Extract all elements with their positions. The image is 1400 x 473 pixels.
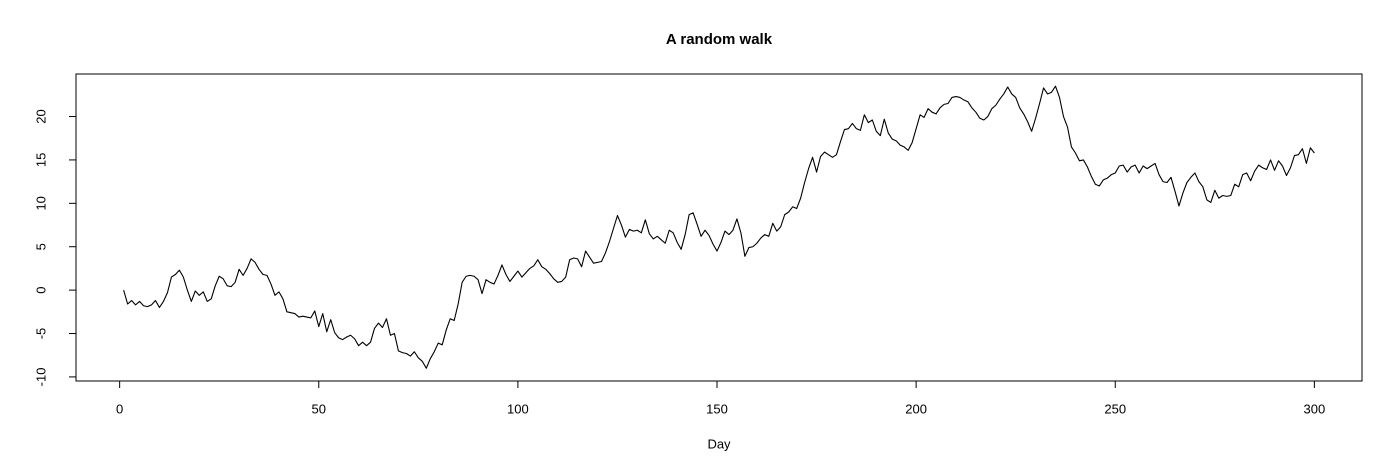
y-tick-label: 15 — [33, 153, 48, 167]
y-tick-label: -10 — [33, 368, 48, 387]
x-tick-label: 100 — [507, 401, 529, 416]
y-tick-label: 10 — [33, 196, 48, 210]
data-line — [123, 85, 1315, 369]
x-tick-label: 200 — [905, 401, 927, 416]
y-tick-label: 5 — [33, 243, 48, 250]
x-tick-label: 150 — [706, 401, 728, 416]
x-tick-label: 300 — [1304, 401, 1326, 416]
y-tick-label: 20 — [33, 109, 48, 123]
x-axis-label: Day — [707, 436, 731, 451]
y-tick-label: -5 — [33, 328, 48, 340]
chart-title: A random walk — [666, 31, 773, 48]
x-tick-label: 0 — [116, 401, 123, 416]
x-tick-label: 250 — [1104, 401, 1126, 416]
y-tick-label: 0 — [33, 287, 48, 294]
x-tick-label: 50 — [312, 401, 326, 416]
